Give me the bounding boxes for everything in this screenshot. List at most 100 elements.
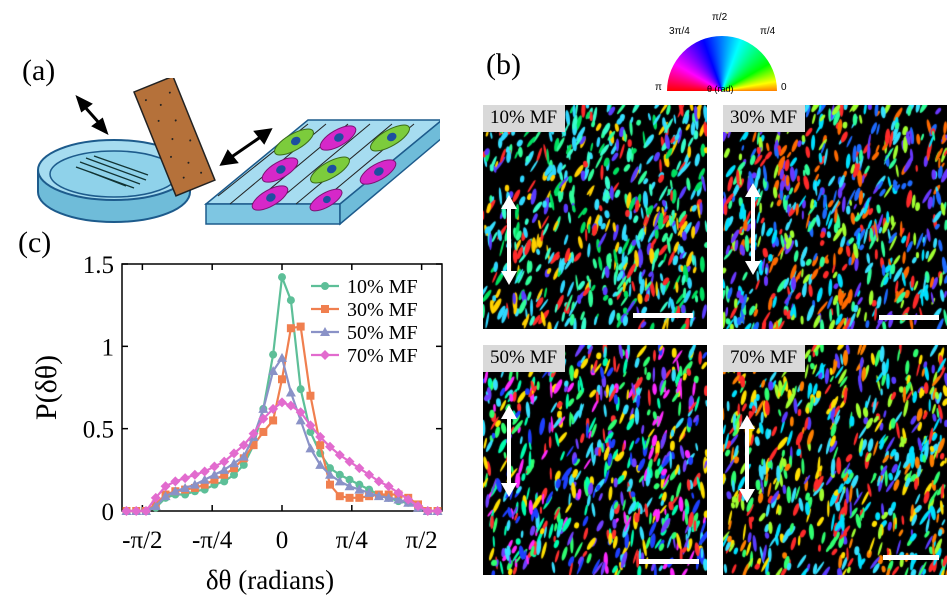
y-tick-label: 1 <box>102 334 115 361</box>
data-point <box>239 460 248 469</box>
y-tick-label: 0.5 <box>83 417 114 444</box>
data-point <box>334 476 345 486</box>
data-point <box>160 481 171 492</box>
scale-bar <box>883 555 939 560</box>
micrograph-label: 10% MF <box>483 105 566 132</box>
data-point <box>210 475 219 484</box>
data-point <box>277 397 287 408</box>
legend-entry: 50% MF <box>347 322 418 344</box>
data-point <box>325 469 335 479</box>
data-point <box>393 487 404 498</box>
data-point <box>355 493 364 502</box>
panel-b-label: (b) <box>486 48 521 81</box>
data-point <box>286 324 295 333</box>
wheel-label-pi-4: π/4 <box>760 26 776 37</box>
alignment-arrow-icon <box>739 415 755 503</box>
data-point <box>180 482 191 492</box>
wheel-label-pi: π <box>655 82 662 93</box>
data-point <box>422 506 433 516</box>
data-point <box>296 385 305 394</box>
double-arrow-icon <box>75 95 109 135</box>
y-tick-label: 0 <box>102 499 115 526</box>
y-tick-label: 1.5 <box>83 252 114 279</box>
data-point <box>141 506 151 516</box>
alignment-arrow-icon <box>501 195 517 285</box>
data-point <box>320 350 330 360</box>
x-axis-label: δθ (radians) <box>206 565 334 595</box>
micrograph-label: 30% MF <box>723 105 806 132</box>
wheel-label-zero: 0 <box>781 82 787 93</box>
data-point <box>334 450 345 461</box>
data-point <box>345 475 354 484</box>
data-point <box>230 464 238 473</box>
alignment-arrow-icon <box>745 183 761 275</box>
data-point <box>335 470 344 479</box>
y-axis-label: P(δθ) <box>30 355 63 420</box>
data-point <box>277 352 287 362</box>
data-point <box>219 456 230 467</box>
data-point <box>258 403 269 413</box>
micrograph-30mf: 30% MF <box>723 105 947 329</box>
data-point <box>393 494 404 504</box>
data-point <box>306 391 315 400</box>
color-wheel-fill <box>667 36 777 91</box>
panel-a-label: (a) <box>22 54 56 87</box>
micrograph-10mf: 10% MF <box>483 105 707 329</box>
data-point <box>121 506 132 516</box>
data-point <box>249 441 258 450</box>
orientation-color-wheel: π/2 3π/4 π/4 π 0 θ (rad) <box>655 8 795 94</box>
data-point <box>220 477 229 486</box>
double-arrow-icon <box>219 128 273 166</box>
data-point <box>219 464 230 474</box>
alignment-arrow-icon <box>501 405 517 497</box>
data-point <box>315 431 326 442</box>
legend-entry: 10% MF <box>347 276 418 298</box>
data-point <box>160 491 171 501</box>
data-point <box>326 480 334 489</box>
data-point <box>306 427 315 436</box>
data-point <box>295 407 306 418</box>
data-point <box>199 466 210 477</box>
data-point <box>383 492 394 502</box>
data-point <box>238 451 249 461</box>
data-point <box>305 443 316 453</box>
data-point <box>229 448 239 459</box>
data-point <box>295 415 306 425</box>
data-point <box>335 492 344 501</box>
x-tick-label: π/2 <box>406 527 438 554</box>
data-point <box>189 469 200 480</box>
data-point <box>383 481 394 492</box>
data-point <box>209 469 220 479</box>
data-point <box>286 296 295 305</box>
micrograph-label: 50% MF <box>483 345 566 372</box>
data-point <box>238 440 249 451</box>
data-point <box>326 464 334 473</box>
x-tick-label: 0 <box>276 527 289 554</box>
data-point <box>258 413 269 424</box>
data-point <box>170 476 181 487</box>
data-point <box>259 427 268 436</box>
data-point <box>364 469 375 480</box>
data-point <box>325 441 335 452</box>
micrograph-texture <box>723 345 947 575</box>
data-point <box>345 493 354 502</box>
micrograph-texture <box>483 105 707 329</box>
micrograph-label: 70% MF <box>723 345 806 372</box>
micrograph-texture <box>483 345 707 575</box>
micrograph-70mf: 70% MF <box>723 345 947 575</box>
data-point <box>364 487 375 497</box>
data-point <box>296 322 305 331</box>
data-point <box>344 481 355 491</box>
data-point <box>131 506 142 516</box>
data-point <box>189 479 200 489</box>
legend-entry: 30% MF <box>347 299 418 321</box>
data-point <box>413 501 423 512</box>
x-tick-label: π/4 <box>336 527 369 554</box>
data-point <box>199 474 210 484</box>
data-point <box>278 375 286 384</box>
data-point <box>344 456 355 467</box>
data-point <box>432 506 443 516</box>
data-point <box>150 492 161 503</box>
data-point <box>315 459 326 469</box>
data-point <box>320 327 330 336</box>
